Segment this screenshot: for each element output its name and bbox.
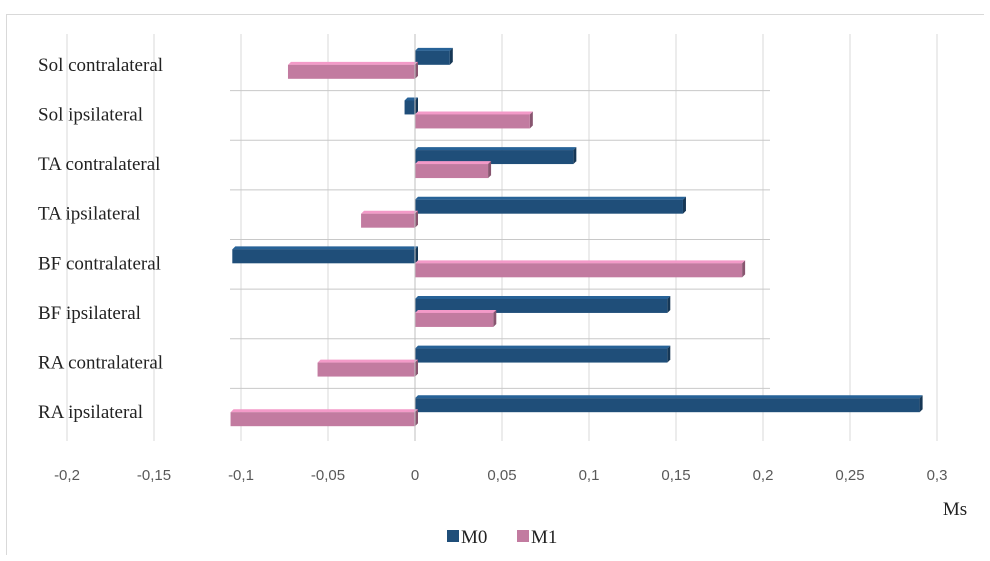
bar-side-face bbox=[449, 47, 453, 65]
category-label: TA contralateral bbox=[38, 154, 160, 175]
bar-m0 bbox=[415, 150, 574, 165]
bar-top-face bbox=[415, 260, 746, 264]
bar-top-face bbox=[415, 147, 577, 151]
x-axis-label: Ms bbox=[943, 499, 967, 520]
bar-m1 bbox=[415, 263, 743, 278]
legend-label-m1: M1 bbox=[531, 527, 557, 548]
bar-side-face bbox=[415, 359, 418, 377]
bar-m1 bbox=[287, 64, 415, 79]
x-tick-label: -0,05 bbox=[311, 467, 345, 484]
bar-side-face bbox=[415, 246, 418, 264]
bar-top-face bbox=[232, 246, 418, 250]
bar-side-face bbox=[667, 295, 671, 313]
bar-m0 bbox=[415, 398, 920, 413]
category-label: RA ipsilateral bbox=[38, 402, 143, 423]
bar-m0 bbox=[232, 249, 415, 264]
bar-side-face bbox=[667, 345, 671, 363]
chart-frame bbox=[6, 14, 984, 555]
x-tick-label: 0,25 bbox=[835, 467, 864, 484]
bar-m1 bbox=[317, 362, 415, 377]
bar-top-face bbox=[317, 359, 418, 363]
bar-m1 bbox=[230, 412, 415, 427]
x-tick-label: 0,2 bbox=[753, 467, 774, 484]
bar-side-face bbox=[415, 210, 418, 228]
bar-m1 bbox=[361, 213, 415, 228]
category-label: Sol contralateral bbox=[38, 55, 163, 76]
category-label: RA contralateral bbox=[38, 353, 163, 374]
bar-side-face bbox=[742, 260, 746, 278]
category-label: TA ipsilateral bbox=[38, 204, 140, 225]
bar-top-face bbox=[415, 395, 923, 399]
x-tick-label: -0,1 bbox=[228, 467, 254, 484]
bar-side-face bbox=[415, 61, 418, 79]
x-tick-label: 0,3 bbox=[927, 467, 948, 484]
legend-swatch-m0 bbox=[447, 530, 459, 542]
bar-m0 bbox=[404, 100, 415, 115]
x-tick-label: 0,05 bbox=[487, 467, 516, 484]
bar-m1 bbox=[415, 312, 494, 327]
x-tick-label: -0,2 bbox=[54, 467, 80, 484]
bar-top-face bbox=[287, 61, 418, 65]
bar-side-face bbox=[682, 196, 686, 214]
bar-side-face bbox=[488, 161, 492, 179]
bar-m1 bbox=[415, 114, 530, 129]
bar-top-face bbox=[415, 161, 492, 165]
bar-side-face bbox=[919, 395, 923, 413]
bar-top-face bbox=[415, 47, 453, 51]
legend-label-m0: M0 bbox=[461, 527, 487, 548]
bar-top-face bbox=[230, 409, 418, 413]
bar-m0 bbox=[415, 298, 668, 313]
x-tick-label: 0,15 bbox=[661, 467, 690, 484]
bar-side-face bbox=[415, 97, 418, 115]
bar-m0 bbox=[415, 50, 450, 65]
category-label: BF ipsilateral bbox=[38, 303, 141, 324]
bar-top-face bbox=[361, 210, 418, 214]
x-tick-label: -0,15 bbox=[137, 467, 171, 484]
bar-m0 bbox=[415, 199, 683, 214]
x-tick-label: 0,1 bbox=[579, 467, 600, 484]
bar-top-face bbox=[415, 196, 686, 200]
bar-side-face bbox=[529, 111, 533, 129]
bar-top-face bbox=[415, 111, 533, 115]
bar-side-face bbox=[573, 147, 577, 165]
x-tick-label: 0 bbox=[411, 467, 419, 484]
bar-top-face bbox=[415, 345, 671, 349]
bar-side-face bbox=[415, 409, 418, 427]
legend-swatch-m1 bbox=[517, 530, 529, 542]
bar-top-face bbox=[415, 295, 671, 299]
bar-top-face bbox=[415, 309, 497, 313]
category-label: BF contralateral bbox=[38, 253, 161, 274]
category-label: Sol ipsilateral bbox=[38, 104, 143, 125]
bar-side-face bbox=[493, 309, 497, 327]
bar-m1 bbox=[415, 164, 489, 179]
bar-m0 bbox=[415, 348, 668, 363]
